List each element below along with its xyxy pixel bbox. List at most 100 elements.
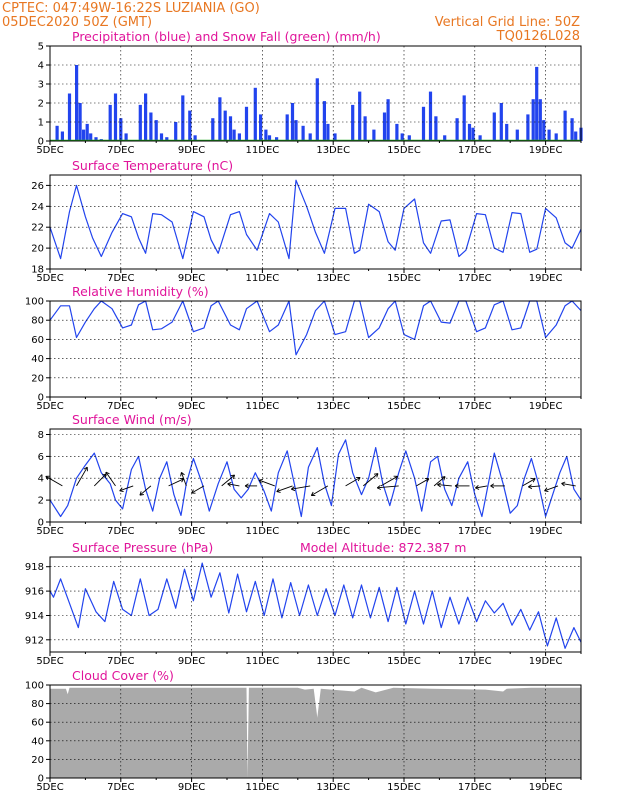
precip-bar [421, 106, 426, 141]
x-tick-label: 19DEC [529, 782, 563, 793]
precip-bar [108, 104, 112, 141]
precip-bar [294, 120, 298, 141]
precip-bar [535, 66, 539, 141]
wind-arrow-shaft [561, 482, 576, 487]
y-tick-label: 5 [38, 42, 44, 53]
precip-bar [531, 99, 535, 141]
x-tick-label: 9DEC [178, 526, 205, 537]
wind-arrow [490, 483, 505, 489]
precip-bar [351, 104, 355, 141]
precip-bar [149, 112, 153, 141]
precip-bar [55, 125, 59, 141]
x-tick-label: 13DEC [316, 656, 350, 667]
x-tick-label: 17DEC [458, 401, 492, 412]
wind-arrow-head [376, 473, 379, 478]
wind-arrow-shaft [276, 485, 293, 493]
x-tick-label: 5DEC [36, 526, 63, 537]
wind-arrow [180, 472, 187, 487]
x-tick-label: 9DEC [178, 145, 205, 156]
x-tick-label: 19DEC [529, 273, 563, 284]
wind-arrow [139, 485, 152, 496]
y-tick-label: 4 [38, 474, 44, 485]
series-line-wind [49, 439, 582, 518]
panel-cloud: Cloud Cover (%) 0 20 40 60 80 100 5DEC 7DEC 9DEC 1… [25, 668, 582, 793]
y-tick-label: 6 [38, 452, 44, 463]
wind-arrow-head [532, 478, 536, 483]
wind-arrow [380, 475, 398, 487]
x-tick-label: 17DEC [458, 526, 492, 537]
precip-bar [478, 135, 482, 141]
precip-bar [159, 133, 164, 141]
wind-arrow [227, 481, 240, 487]
x-tick-label: 11DEC [246, 782, 280, 793]
wind-arrow-head [443, 476, 446, 481]
precip-bar [244, 106, 249, 141]
x-tick-label: 19DEC [529, 526, 563, 537]
panel-title-press: Surface Pressure (hPa) [72, 540, 213, 555]
panel-temp: Surface Temperature (nC) 18 20 22 24 26 5DEC 7D… [31, 158, 582, 284]
y-tick-label: 916 [25, 587, 44, 598]
wind-arrow-shaft [191, 485, 205, 494]
panel-press: Surface Pressure (hPa) Model Altitude: 87… [25, 540, 582, 667]
panel-frame [49, 428, 582, 523]
precip-bar [174, 122, 178, 141]
wind-arrow-head [395, 476, 398, 481]
precip-bar [113, 93, 118, 141]
precip-bar [285, 114, 289, 141]
precip-bar [322, 101, 326, 141]
wind-arrow-shaft [380, 475, 398, 487]
wind-arrow [291, 485, 311, 492]
wind-arrow [221, 474, 236, 487]
x-tick-label: 15DEC [387, 656, 421, 667]
wind-arrow-shaft [119, 485, 134, 492]
y-tick-label: 100 [25, 681, 44, 692]
y-tick-label: 0 [38, 137, 44, 148]
wind-arrow-shaft [363, 473, 379, 487]
cloud-area [50, 687, 581, 778]
wind-arrow-head [475, 487, 480, 490]
x-tick-label: 19DEC [529, 401, 563, 412]
panel-title-cloud: Cloud Cover (%) [72, 668, 174, 683]
x-tick-label: 13DEC [316, 782, 350, 793]
x-tick-label: 5DEC [36, 656, 63, 667]
wind-arrow-head [310, 491, 314, 496]
wind-arrow-head [258, 479, 262, 484]
precip-bar [82, 129, 86, 141]
precip-bar [301, 125, 305, 141]
precip-bar [382, 112, 387, 141]
x-tick-label: 7DEC [107, 401, 134, 412]
x-tick-label: 15DEC [387, 273, 421, 284]
precip-bar [574, 131, 578, 141]
wind-arrow-head [227, 483, 231, 487]
precip-bar [526, 114, 530, 141]
x-tick-label: 15DEC [387, 526, 421, 537]
wind-arrow-head [475, 485, 479, 489]
wind-arrow-shaft [258, 479, 275, 487]
y-tick-label: 80 [31, 699, 44, 710]
wind-arrow-shaft [311, 485, 329, 496]
precip-bar [264, 129, 268, 141]
x-tick-label: 11DEC [246, 656, 280, 667]
precip-bar [144, 93, 148, 141]
header-grid-note: Vertical Grid Line: 50Z [435, 15, 580, 30]
wind-arrow [437, 482, 452, 488]
precip-bar [67, 93, 72, 141]
x-tick-label: 13DEC [316, 273, 350, 284]
y-tick-label: 2 [38, 99, 44, 110]
y-tick-label: 80 [31, 316, 44, 327]
y-tick-label: 0 [38, 393, 44, 404]
wind-arrow-head [291, 488, 296, 492]
y-tick-label: 2 [38, 496, 44, 507]
wind-arrow [345, 476, 361, 487]
x-tick-label: 11DEC [246, 401, 280, 412]
precip-bar [363, 116, 367, 141]
x-tick-label: 11DEC [246, 145, 280, 156]
precip-bar [188, 110, 192, 141]
x-tick-label: 17DEC [458, 273, 492, 284]
wind-arrow-head [83, 466, 88, 470]
y-tick-label: 912 [25, 635, 44, 646]
series-line-temp [49, 179, 582, 260]
precip-bar [290, 103, 295, 141]
y-tick-label: 26 [31, 181, 44, 192]
chart-panels: Precipitation (blue) and Snow Fall (gree… [25, 29, 583, 793]
